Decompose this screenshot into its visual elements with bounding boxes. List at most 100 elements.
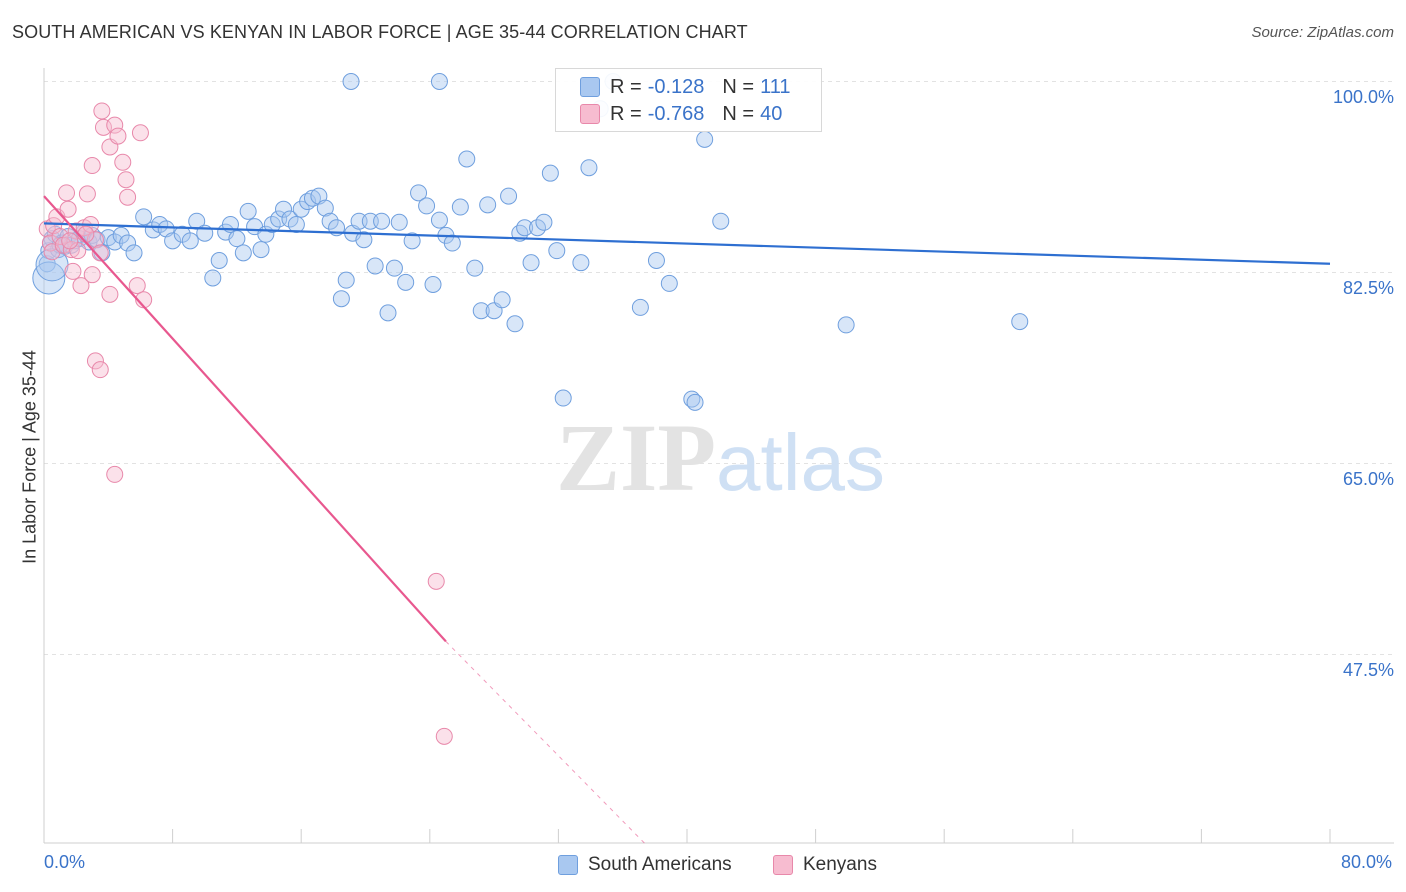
trend-lines	[43, 195, 1331, 846]
data-point-south-american	[516, 219, 534, 237]
data-point-south-american	[299, 193, 317, 211]
legend-r-label: R =	[610, 102, 642, 125]
source-label: Source: ZipAtlas.com	[1251, 24, 1394, 41]
data-point-south-american	[554, 389, 572, 407]
data-point-kenyan	[435, 727, 453, 745]
data-point-kenyan	[77, 225, 95, 243]
legend-n-value: 111	[760, 75, 791, 98]
data-point-south-american	[418, 197, 436, 215]
data-point-south-american	[443, 234, 461, 252]
legend-swatch-kenyans	[580, 104, 600, 124]
legend-n-value: 40	[760, 102, 783, 125]
data-point-south-american	[373, 212, 391, 230]
legend-swatch-south-americans	[558, 855, 578, 875]
data-point-south-american	[410, 184, 428, 202]
data-point-south-american	[430, 211, 448, 229]
data-point-kenyan	[64, 262, 82, 280]
data-point-kenyan	[94, 118, 112, 136]
legend-swatch-south-americans	[580, 77, 600, 97]
data-point-south-american	[164, 232, 182, 250]
data-point-south-american	[500, 187, 518, 205]
data-point-kenyan	[61, 232, 79, 250]
data-point-south-american	[660, 274, 678, 292]
y-tick-label: 47.5%	[1342, 660, 1394, 680]
watermark-atlas: atlas	[716, 418, 885, 507]
grid-lines	[44, 81, 1394, 655]
data-point-south-american	[580, 159, 598, 177]
data-point-south-american	[572, 254, 590, 272]
legend-r-label: R =	[610, 75, 642, 98]
data-point-south-american	[837, 316, 855, 334]
bottom-legend-south-americans[interactable]: South Americans	[558, 852, 732, 878]
data-point-south-american	[397, 273, 415, 291]
data-point-kenyan	[86, 352, 104, 370]
x-tick-label-min: 0.0%	[44, 852, 86, 872]
data-point-kenyan	[41, 234, 59, 252]
data-point-kenyan	[91, 361, 109, 379]
data-point-south-american	[493, 291, 511, 309]
data-point-south-american	[712, 212, 730, 230]
data-point-south-american	[210, 251, 228, 269]
kenyans-points	[38, 102, 453, 745]
legend-swatch-kenyans	[773, 855, 793, 875]
data-point-south-american	[275, 200, 293, 218]
data-point-south-american	[32, 261, 66, 295]
chart-title: SOUTH AMERICAN VS KENYAN IN LABOR FORCE …	[12, 22, 748, 42]
data-point-south-american	[287, 215, 305, 233]
data-point-kenyan	[58, 184, 76, 202]
data-point-south-american	[696, 130, 714, 148]
watermark-zip: ZIP	[556, 404, 716, 511]
data-point-south-american	[385, 259, 403, 277]
legend-row-kenyans: R = -0.768 N = 40	[580, 102, 782, 126]
data-point-kenyan	[131, 124, 149, 142]
data-point-kenyan	[86, 231, 104, 249]
legend-label-kenyans: Kenyans	[803, 854, 877, 875]
data-point-kenyan	[45, 217, 63, 235]
data-point-south-american	[342, 73, 360, 90]
data-point-south-american	[647, 251, 665, 269]
data-point-south-american	[316, 199, 334, 217]
data-point-south-american	[119, 234, 137, 252]
data-point-kenyan	[114, 153, 132, 171]
data-point-south-american	[403, 232, 421, 250]
data-point-south-american	[451, 198, 469, 216]
data-point-kenyan	[78, 185, 96, 203]
legend-label-south-americans: South Americans	[588, 854, 732, 875]
data-point-south-american	[252, 241, 270, 259]
bottom-legend-kenyans[interactable]: Kenyans	[773, 852, 877, 878]
data-point-south-american	[337, 271, 355, 289]
data-point-south-american	[125, 244, 143, 262]
data-point-kenyan	[109, 127, 127, 145]
data-point-south-american	[379, 304, 397, 322]
data-point-south-american	[472, 302, 490, 320]
data-point-south-american	[430, 73, 448, 90]
data-point-south-american	[683, 390, 701, 408]
data-point-kenyan	[106, 465, 124, 483]
y-tick-label: 65.0%	[1342, 469, 1394, 489]
trend-line-kenyans	[43, 195, 447, 643]
data-point-south-american	[522, 254, 540, 272]
data-point-south-american	[239, 202, 257, 220]
data-point-kenyan	[117, 171, 135, 189]
data-point-south-american	[355, 231, 373, 249]
data-point-kenyan	[62, 241, 80, 259]
data-point-south-american	[424, 276, 442, 294]
data-point-kenyan	[106, 116, 124, 134]
data-point-kenyan	[91, 244, 109, 262]
data-point-south-american	[686, 393, 704, 411]
data-point-south-american	[548, 242, 566, 260]
data-point-south-american	[479, 196, 497, 214]
data-point-kenyan	[51, 227, 69, 245]
data-point-south-american	[541, 164, 559, 182]
x-tick-label-max: 80.0%	[1340, 852, 1392, 872]
data-point-south-american	[1011, 313, 1029, 331]
data-point-kenyan	[119, 188, 137, 206]
data-point-south-american	[234, 244, 252, 262]
legend-row-south-americans: R = -0.128 N = 111	[580, 75, 791, 99]
data-point-south-american	[228, 230, 246, 248]
data-point-kenyan	[72, 277, 90, 295]
legend-r-value: -0.128	[647, 75, 705, 98]
data-point-south-american	[321, 212, 339, 230]
trend-line-kenyans-extension	[445, 641, 648, 846]
